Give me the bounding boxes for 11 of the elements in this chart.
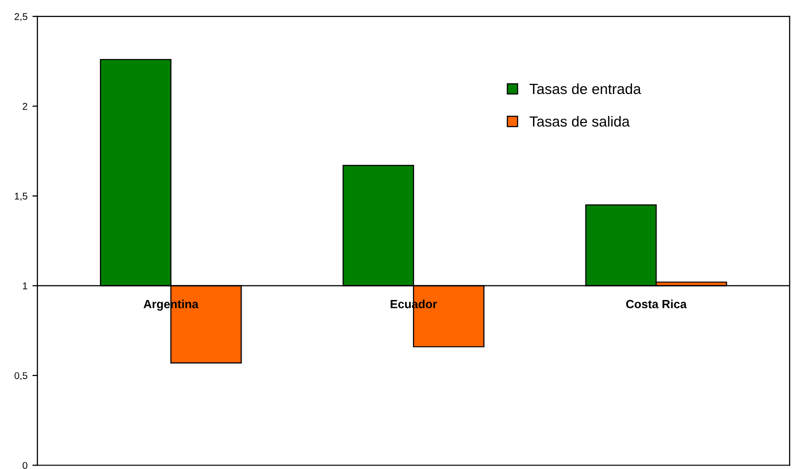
legend-label: Tasas de entrada — [530, 83, 642, 94]
legend-label: Tasas de salida — [530, 116, 630, 127]
x-tick-label: Costa Rica — [626, 300, 687, 308]
y-tick-label: 1 — [23, 282, 28, 290]
y-tick-label: 1,5 — [14, 192, 28, 201]
y-tick-label: 0,5 — [14, 372, 28, 380]
y-tick-label: 2 — [22, 102, 28, 110]
y-tick-label: 0 — [22, 462, 28, 469]
x-tick-label: Argentina — [144, 300, 198, 311]
y-tick-label: 2,5 — [14, 13, 28, 22]
x-tick-label: Ecuador — [390, 300, 437, 308]
